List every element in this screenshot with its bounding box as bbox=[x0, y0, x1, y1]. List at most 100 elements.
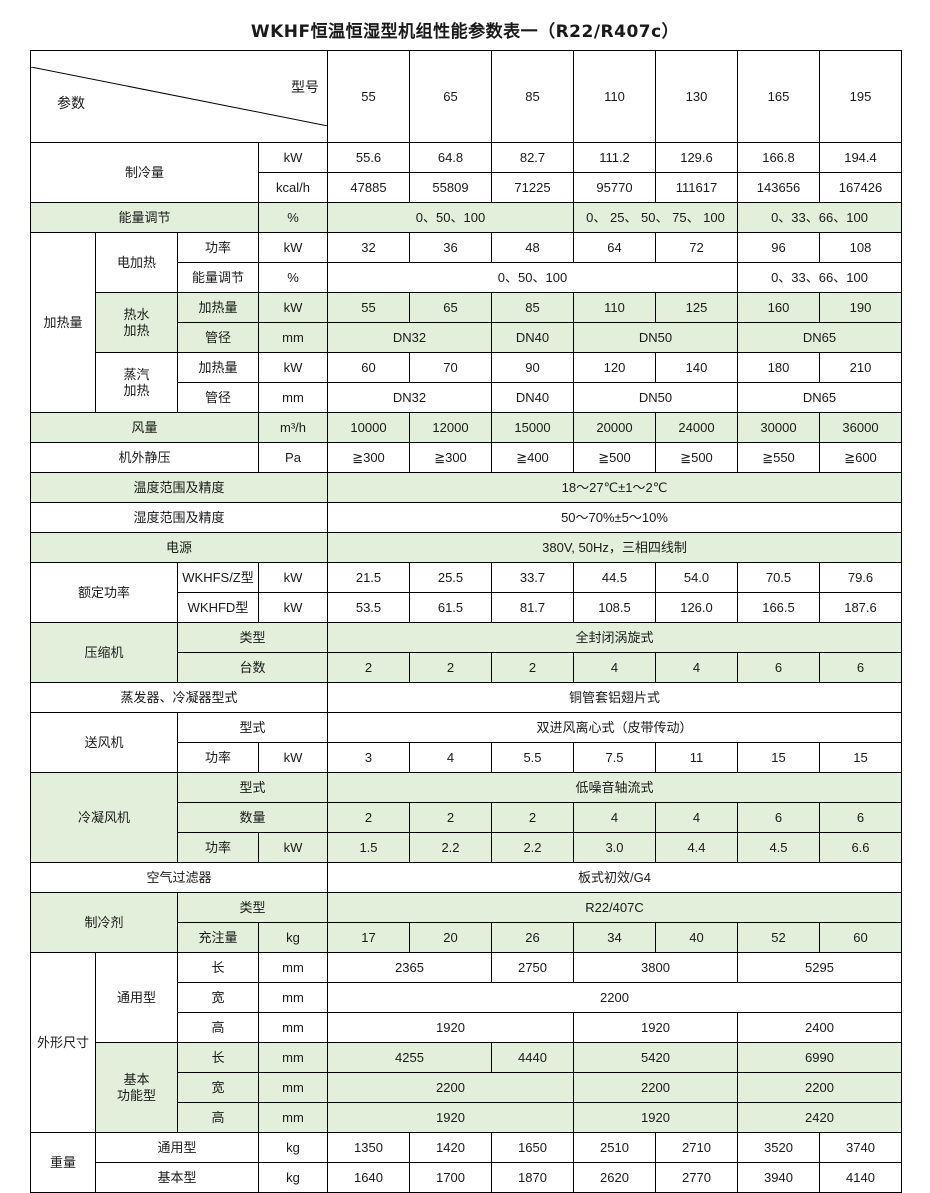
table-cell: 6990 bbox=[737, 1042, 902, 1073]
table-cell: 2770 bbox=[655, 1162, 738, 1193]
table-row: 湿度范围及精度 50～70%±5～10% bbox=[30, 502, 902, 533]
table-cell: 湿度范围及精度 bbox=[30, 502, 328, 533]
table-cell: 1650 bbox=[491, 1132, 574, 1163]
table-row: 重量 通用型 kg 1350 1420 1650 2510 2710 3520 3740 bbox=[30, 1132, 902, 1193]
table-cell: 2200 bbox=[737, 1072, 902, 1103]
table-cell: 蒸汽 加热 bbox=[95, 352, 178, 413]
table-cell: 2 bbox=[409, 652, 492, 683]
table-row: 电源 380V, 50Hz，三相四线制 bbox=[30, 532, 902, 563]
table-cell: mm bbox=[258, 952, 328, 983]
table-cell: 0、50、100 bbox=[327, 262, 738, 293]
table-cell: 风量 bbox=[30, 412, 259, 443]
table-cell: 3.0 bbox=[573, 832, 656, 863]
table-cell: 129.6 bbox=[655, 142, 738, 173]
table-cell: 167426 bbox=[819, 172, 902, 203]
table-cell: 143656 bbox=[737, 172, 820, 203]
table-cell: 54.0 bbox=[655, 562, 738, 593]
table-cell: 108.5 bbox=[573, 592, 656, 623]
table-cell: 电加热 bbox=[95, 232, 178, 293]
table-cell: DN40 bbox=[491, 382, 574, 413]
table-cell: mm bbox=[258, 322, 328, 353]
table-cell: 宽 bbox=[177, 1072, 259, 1103]
table-cell: 48 bbox=[491, 232, 574, 263]
table-cell: DN32 bbox=[327, 322, 492, 353]
table-cell: WKHFD型 bbox=[177, 592, 259, 623]
table-cell: 4 bbox=[409, 742, 492, 773]
table-cell: % bbox=[258, 262, 328, 293]
table-cell: 2365 bbox=[327, 952, 492, 983]
table-cell: 3740 bbox=[819, 1132, 902, 1163]
model-label: 型号 bbox=[291, 79, 319, 95]
table-cell: 187.6 bbox=[819, 592, 902, 623]
table-cell: 1920 bbox=[327, 1012, 574, 1043]
table-cell: 板式初效/G4 bbox=[327, 862, 902, 893]
table-row: 基本 功能型长 mm 4255 4440 5420 6990 bbox=[31, 1042, 902, 1133]
table-row: 台数 2 2 2 4 4 6 6 bbox=[31, 652, 902, 683]
table-cell: DN50 bbox=[573, 382, 738, 413]
table-cell: kcal/h bbox=[258, 172, 328, 203]
table-cell: 34 bbox=[573, 922, 656, 953]
table-cell: 类型 bbox=[177, 622, 328, 653]
table-cell: 60 bbox=[327, 352, 410, 383]
table-cell: 3520 bbox=[737, 1132, 820, 1163]
table-row: 压缩机 类型 全封闭涡旋式 bbox=[30, 622, 902, 683]
table-cell: 53.5 bbox=[327, 592, 410, 623]
table-cell: 190 bbox=[819, 292, 902, 323]
header-corner-cell: 参数 型号 bbox=[30, 50, 328, 143]
table-cell: 32 bbox=[327, 232, 410, 263]
table-cell: ≧550 bbox=[737, 442, 820, 473]
model-header: 85 bbox=[491, 50, 574, 143]
table-row: 功率 kW 1.5 2.2 2.2 3.0 4.4 4.5 6.6 bbox=[31, 832, 902, 863]
table-row: 机外静压 Pa ≧300 ≧300 ≧400 ≧500 ≧500 ≧550 ≧600 bbox=[30, 442, 902, 473]
model-header: 165 bbox=[737, 50, 820, 143]
table-cell: 功率 bbox=[177, 832, 259, 863]
table-cell: 20000 bbox=[573, 412, 656, 443]
table-cell: 2 bbox=[409, 802, 492, 833]
table-row: 外形尺寸 通用型长 mm 2365 2750 3800 5295 bbox=[30, 952, 902, 1133]
table-cell: 36000 bbox=[819, 412, 902, 443]
table-cell: 长 bbox=[177, 1042, 259, 1073]
table-cell: 3800 bbox=[573, 952, 738, 983]
table-cell: 重量 bbox=[30, 1132, 96, 1193]
table-cell: 充注量 bbox=[177, 922, 259, 953]
table-cell: 基本型 bbox=[95, 1162, 259, 1193]
table-cell: 高 bbox=[177, 1012, 259, 1043]
model-header: 195 bbox=[819, 50, 902, 143]
param-label: 参数 bbox=[57, 95, 85, 111]
table-cell: 21.5 bbox=[327, 562, 410, 593]
table-cell: 55 bbox=[327, 292, 410, 323]
table-cell: 2 bbox=[491, 652, 574, 683]
table-cell: 蒸发器、冷凝器型式 bbox=[30, 682, 328, 713]
table-cell: ≧400 bbox=[491, 442, 574, 473]
table-cell: 4 bbox=[573, 802, 656, 833]
table-cell: 65 bbox=[409, 292, 492, 323]
table-cell: 1920 bbox=[327, 1102, 574, 1133]
table-cell: 6 bbox=[737, 652, 820, 683]
table-cell: 166.8 bbox=[737, 142, 820, 173]
table-cell: 送风机 bbox=[30, 712, 178, 773]
table-cell: 1700 bbox=[409, 1162, 492, 1193]
table-cell: 热水 加热 bbox=[95, 292, 178, 353]
table-cell: 2.2 bbox=[491, 832, 574, 863]
table-cell: kW bbox=[258, 592, 328, 623]
table-cell: 2 bbox=[327, 802, 410, 833]
table-cell: 0、33、66、100 bbox=[737, 262, 902, 293]
table-cell: 2710 bbox=[655, 1132, 738, 1163]
table-cell: 2420 bbox=[737, 1102, 902, 1133]
table-cell: 2 bbox=[491, 802, 574, 833]
table-cell: 4 bbox=[573, 652, 656, 683]
table-cell: 11 bbox=[655, 742, 738, 773]
table-cell: 44.5 bbox=[573, 562, 656, 593]
table-cell: kW bbox=[258, 742, 328, 773]
table-cell: 能量调节 bbox=[30, 202, 259, 233]
table-cell: kg bbox=[258, 922, 328, 953]
table-cell: 90 bbox=[491, 352, 574, 383]
table-cell: mm bbox=[258, 1072, 328, 1103]
table-cell: kW bbox=[258, 292, 328, 323]
header-row: 参数 型号 55 65 85 110 130 165 195 bbox=[30, 50, 902, 143]
table-cell: 压缩机 bbox=[30, 622, 178, 683]
table-cell: 1920 bbox=[573, 1102, 738, 1133]
table-cell: 25.5 bbox=[409, 562, 492, 593]
table-cell: 61.5 bbox=[409, 592, 492, 623]
table-cell: 2 bbox=[327, 652, 410, 683]
